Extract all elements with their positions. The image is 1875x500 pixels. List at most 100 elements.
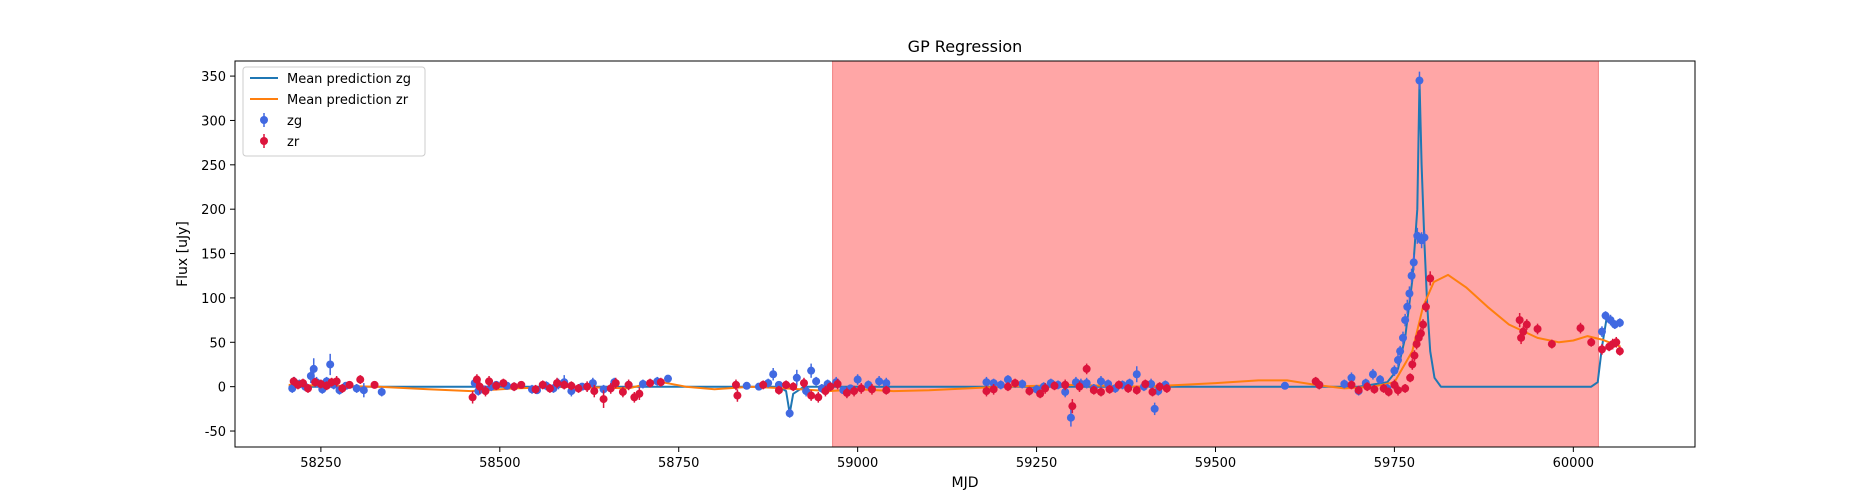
zr-data-point bbox=[1547, 339, 1556, 349]
zr-data-point bbox=[656, 377, 665, 387]
zr-data-point bbox=[1576, 322, 1585, 334]
zr-data-point bbox=[826, 382, 835, 392]
zr-data-point bbox=[538, 380, 547, 390]
zg-data-point bbox=[377, 387, 386, 397]
zr-data-point bbox=[468, 391, 477, 404]
zr-data-point bbox=[1148, 387, 1157, 397]
zr-data-point bbox=[807, 390, 816, 401]
x-tick-label: 59250 bbox=[1016, 456, 1057, 471]
zr-data-point bbox=[989, 383, 998, 395]
x-axis-label: MJD bbox=[952, 475, 979, 491]
zr-data-point bbox=[814, 391, 823, 403]
zg-data-point bbox=[742, 381, 751, 390]
zr-data-point bbox=[1408, 359, 1417, 370]
y-tick-label: 250 bbox=[201, 159, 226, 174]
legend-item: Mean prediction zg bbox=[250, 72, 411, 87]
y-tick-label: 350 bbox=[201, 70, 226, 85]
x-tick-label: 59750 bbox=[1374, 456, 1415, 471]
zr-data-point bbox=[1533, 323, 1542, 335]
zr-data-point bbox=[782, 380, 791, 390]
legend-item: Mean prediction zr bbox=[250, 93, 409, 108]
zr-data-point bbox=[850, 385, 859, 397]
zr-data-point bbox=[304, 383, 312, 393]
zg-data-point bbox=[1066, 408, 1075, 427]
zg-data-point bbox=[1082, 377, 1091, 389]
zg-data-point bbox=[1405, 286, 1414, 301]
legend-marker-swatch bbox=[260, 116, 268, 124]
zr-data-point bbox=[345, 380, 354, 389]
zg-data-point bbox=[1615, 318, 1624, 328]
zr-data-point bbox=[982, 385, 991, 397]
zr-data-point bbox=[1522, 319, 1531, 330]
zr-data-point bbox=[731, 379, 740, 391]
zr-data-point bbox=[298, 378, 307, 388]
zr-data-point bbox=[624, 379, 633, 391]
zg-data-point bbox=[1420, 230, 1429, 245]
zg-data-point bbox=[875, 376, 884, 387]
legend-label: zg bbox=[287, 114, 302, 129]
zg-data-point bbox=[996, 380, 1005, 390]
zr-data-point bbox=[356, 375, 365, 384]
x-tick-label: 60000 bbox=[1553, 456, 1594, 471]
zr-data-point bbox=[1124, 383, 1133, 393]
zr-data-point bbox=[1347, 380, 1356, 390]
x-tick-label: 59000 bbox=[837, 456, 878, 471]
zr-data-point bbox=[1419, 319, 1428, 330]
zr-data-point bbox=[1519, 326, 1528, 337]
zr-data-point bbox=[1587, 337, 1596, 347]
zg-data-point bbox=[1280, 381, 1289, 390]
zr-data-point bbox=[492, 381, 501, 391]
zr-data-point bbox=[517, 380, 526, 389]
zg-data-point bbox=[1096, 376, 1105, 387]
zr-data-point bbox=[1401, 383, 1410, 393]
zr-data-point bbox=[611, 377, 620, 389]
zg-data-point bbox=[1368, 368, 1377, 380]
zr-data-point bbox=[1615, 346, 1624, 356]
zr-data-point bbox=[1354, 385, 1363, 395]
zr-data-point bbox=[1050, 381, 1059, 391]
zg-data-point bbox=[309, 358, 318, 380]
zr-data-point bbox=[1132, 385, 1141, 395]
zr-data-point bbox=[606, 383, 615, 394]
zr-data-point bbox=[1406, 373, 1415, 383]
zr-data-point bbox=[499, 378, 508, 388]
zr-data-point bbox=[1370, 384, 1379, 394]
zg-data-point bbox=[352, 383, 361, 393]
zr-data-point bbox=[833, 378, 842, 390]
zr-data-point bbox=[370, 380, 379, 389]
zr-data-point bbox=[1003, 382, 1012, 392]
legend-label: zr bbox=[287, 135, 300, 150]
zg-data-point bbox=[1340, 379, 1349, 389]
y-tick-label: 150 bbox=[201, 248, 226, 263]
zr-data-point bbox=[799, 377, 808, 389]
zr-data-point bbox=[618, 386, 627, 398]
zr-data-point bbox=[857, 383, 866, 394]
zr-data-point bbox=[1315, 380, 1324, 390]
zr-data-point bbox=[882, 385, 891, 395]
zr-data-point bbox=[1410, 350, 1419, 361]
zr-data-point bbox=[759, 380, 768, 390]
zg-data-point bbox=[326, 353, 335, 376]
zg-data-point bbox=[807, 363, 816, 378]
zg-data-point bbox=[1409, 254, 1418, 271]
zr-data-point bbox=[1114, 380, 1123, 390]
legend: Mean prediction zg Mean prediction zr zg zr bbox=[242, 66, 426, 157]
y-tick-label: -50 bbox=[205, 425, 226, 440]
zg-data-point bbox=[1132, 366, 1141, 383]
zr-data-point bbox=[574, 383, 583, 393]
zr-data-point bbox=[472, 374, 481, 385]
y-tick-label: 100 bbox=[201, 292, 226, 307]
zg-data-point bbox=[663, 374, 672, 383]
zr-data-point bbox=[635, 387, 644, 400]
zg-data-point bbox=[1147, 378, 1156, 390]
zr-data-point bbox=[646, 378, 655, 388]
zg-data-point bbox=[1376, 375, 1385, 384]
zr-data-point bbox=[1515, 313, 1524, 328]
zg-data-point bbox=[1401, 313, 1410, 327]
zg-data-point bbox=[1403, 299, 1412, 314]
zr-data-point bbox=[1011, 378, 1020, 388]
y-tick-label: 200 bbox=[201, 203, 226, 218]
zr-data-point bbox=[1061, 379, 1070, 391]
zg-data-point bbox=[1018, 379, 1027, 389]
zg-data-point bbox=[1390, 365, 1399, 377]
